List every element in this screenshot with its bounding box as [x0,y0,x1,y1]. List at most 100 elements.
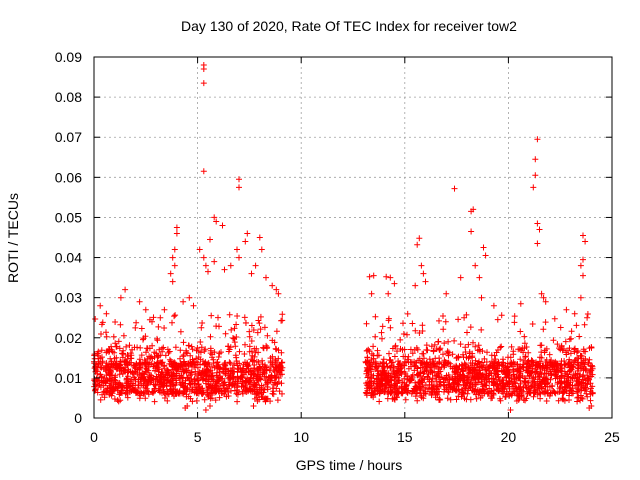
data-point [551,365,558,372]
data-point [392,343,399,350]
data-point [495,388,502,394]
data-point [381,374,388,381]
data-point [584,393,591,400]
data-point [226,311,233,318]
data-point [379,323,386,330]
data-point [131,387,138,394]
data-point [441,364,447,371]
data-point [244,375,251,382]
data-point [487,362,494,369]
data-point [425,385,431,392]
data-point [186,294,193,301]
data-point [248,338,255,344]
data-point [525,349,532,356]
data-point [574,388,581,395]
data-point [207,403,213,409]
data-point [509,390,516,397]
data-point [250,403,257,409]
data-point [211,349,218,356]
data-point [233,358,240,365]
data-point [476,274,483,281]
data-point [160,344,167,351]
data-point [556,385,563,392]
data-point [571,357,578,364]
y-tick-label: 0.04 [55,250,82,266]
data-point [171,313,178,320]
data-point [190,302,197,309]
data-point [197,349,204,356]
data-point [227,372,234,379]
data-point [449,351,456,358]
data-point [534,363,541,370]
data-point [554,341,561,348]
data-point [246,328,253,335]
data-point [466,353,473,360]
data-point [269,385,276,392]
data-point [453,362,460,369]
data-point [397,368,404,375]
data-point [374,367,381,374]
data-point [478,294,485,301]
data-point [520,357,527,364]
data-point [510,351,517,358]
data-point [201,396,208,403]
data-point [241,351,248,357]
data-point [257,313,264,320]
data-point [453,386,460,393]
data-point [99,354,105,361]
data-point [434,392,441,398]
data-point [400,320,406,327]
data-point [510,371,517,378]
data-point [277,371,284,378]
data-point [479,383,486,390]
data-point [483,379,490,386]
data-point [142,333,149,340]
data-point [263,364,270,371]
data-point [211,384,218,391]
data-point [559,380,565,387]
data-point [388,389,394,396]
data-point [467,360,474,366]
data-point [414,384,421,391]
data-point [92,316,99,322]
data-point [154,354,161,361]
data-point [152,376,159,383]
data-point [534,136,541,143]
data-point [171,246,178,253]
data-point [384,370,390,377]
data-point [246,348,253,355]
data-point [97,302,104,309]
data-point [587,363,594,370]
data-point [568,328,575,335]
data-point [372,333,379,340]
data-point [169,377,176,384]
data-point [185,374,191,381]
data-point [498,367,505,374]
data-point [130,380,137,387]
data-point [366,273,373,280]
data-point [374,383,381,390]
data-point [214,359,221,365]
data-point [204,363,211,370]
data-point [497,344,504,351]
data-point [136,390,143,397]
data-point [117,321,124,328]
data-point [580,256,586,263]
data-point [216,394,223,401]
data-point [142,360,149,367]
data-point [552,375,559,382]
data-point [364,347,371,354]
data-point [254,329,261,336]
data-point [539,379,546,386]
data-point [536,373,543,380]
data-point [144,387,150,394]
data-point [574,398,581,405]
data-point [370,343,377,350]
data-point [111,396,118,402]
data-point [165,367,171,374]
data-point [220,365,227,372]
data-point [178,361,185,368]
data-point [429,369,436,376]
data-point [180,298,187,305]
data-point [107,363,114,370]
